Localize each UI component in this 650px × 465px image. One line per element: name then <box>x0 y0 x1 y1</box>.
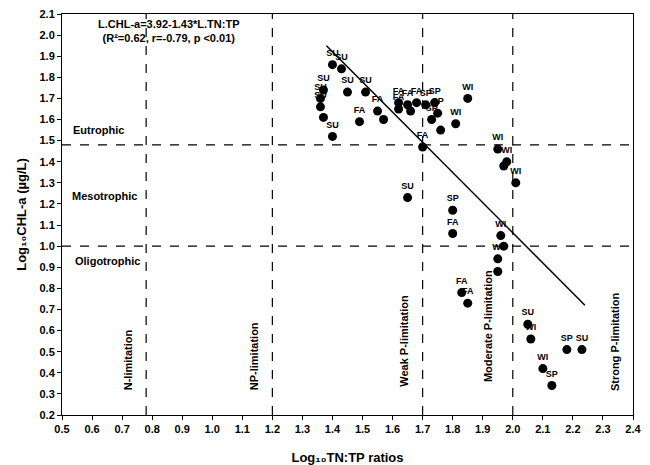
svg-text:2.2: 2.2 <box>565 423 580 435</box>
svg-text:SU: SU <box>341 75 354 85</box>
svg-text:N-limitation: N-limitation <box>122 329 134 390</box>
svg-text:0.7: 0.7 <box>114 423 129 435</box>
svg-text:1.2: 1.2 <box>265 423 280 435</box>
svg-text:1.3: 1.3 <box>295 423 310 435</box>
svg-text:SU: SU <box>314 90 327 100</box>
svg-text:FA: FA <box>417 130 429 140</box>
svg-text:SU: SU <box>317 73 330 83</box>
svg-text:0.8: 0.8 <box>145 423 160 435</box>
svg-text:WI: WI <box>525 322 536 332</box>
svg-text:0.7: 0.7 <box>40 303 55 315</box>
svg-text:1.9: 1.9 <box>475 423 490 435</box>
svg-text:1.8: 1.8 <box>40 71 55 83</box>
svg-text:1.0: 1.0 <box>40 240 55 252</box>
svg-text:1.6: 1.6 <box>385 423 400 435</box>
svg-text:1.4: 1.4 <box>325 423 341 435</box>
svg-text:SU: SU <box>326 48 339 58</box>
svg-text:0.2: 0.2 <box>40 409 55 421</box>
svg-text:1.3: 1.3 <box>40 177 55 189</box>
svg-text:L.CHL-a=3.92-1.43*L.TN:TP(R²=0: L.CHL-a=3.92-1.43*L.TN:TP(R²=0.62, r=-0.… <box>98 18 240 44</box>
svg-text:FA: FA <box>456 276 468 286</box>
svg-text:0.8: 0.8 <box>40 282 55 294</box>
svg-text:Eutrophic: Eutrophic <box>73 124 124 136</box>
svg-text:1.0: 1.0 <box>205 423 220 435</box>
svg-text:WI: WI <box>510 166 521 176</box>
svg-text:1.5: 1.5 <box>355 423 370 435</box>
svg-text:0.5: 0.5 <box>54 423 69 435</box>
svg-text:SP: SP <box>546 369 558 379</box>
svg-text:SP: SP <box>432 96 444 106</box>
svg-text:1.1: 1.1 <box>235 423 250 435</box>
svg-text:SP: SP <box>426 103 438 113</box>
svg-text:SP: SP <box>447 193 459 203</box>
svg-text:1.2: 1.2 <box>40 198 55 210</box>
svg-text:SU: SU <box>314 82 327 92</box>
svg-text:WI: WI <box>537 352 548 362</box>
svg-text:Moderate P-limitation: Moderate P-limitation <box>482 270 494 382</box>
svg-text:FA: FA <box>372 94 384 104</box>
svg-text:1.9: 1.9 <box>40 50 55 62</box>
svg-text:2.0: 2.0 <box>40 29 55 41</box>
svg-text:0.5: 0.5 <box>40 346 55 358</box>
svg-text:1.4: 1.4 <box>40 156 56 168</box>
svg-text:FA: FA <box>393 86 405 96</box>
svg-text:WI: WI <box>450 107 461 117</box>
svg-text:WI: WI <box>462 82 473 92</box>
svg-text:NP-limitation: NP-limitation <box>248 322 260 390</box>
svg-text:Mesotrophic: Mesotrophic <box>72 190 137 202</box>
svg-text:0.9: 0.9 <box>40 261 55 273</box>
svg-text:Oligotrophic: Oligotrophic <box>75 255 140 267</box>
svg-text:SU: SU <box>576 333 589 343</box>
svg-text:FA: FA <box>402 88 414 98</box>
svg-text:SP: SP <box>429 86 441 96</box>
svg-text:SU: SU <box>522 307 535 317</box>
svg-text:WI: WI <box>495 219 506 229</box>
svg-text:SU: SU <box>335 52 348 62</box>
svg-text:1.7: 1.7 <box>415 423 430 435</box>
svg-text:FA: FA <box>393 92 405 102</box>
svg-text:2.3: 2.3 <box>595 423 610 435</box>
svg-text:SP: SP <box>420 88 432 98</box>
svg-text:0.4: 0.4 <box>40 367 56 379</box>
svg-text:Strong P-limitation: Strong P-limitation <box>609 292 621 391</box>
svg-text:2.0: 2.0 <box>505 423 520 435</box>
svg-text:1.5: 1.5 <box>40 134 55 146</box>
svg-text:0.3: 0.3 <box>40 388 55 400</box>
svg-text:FA: FA <box>447 217 459 227</box>
svg-text:FA: FA <box>462 286 474 296</box>
svg-text:2.4: 2.4 <box>625 423 641 435</box>
svg-text:Log₁₀TN:TP ratios: Log₁₀TN:TP ratios <box>291 450 403 465</box>
svg-text:FA: FA <box>411 86 423 96</box>
svg-text:WI: WI <box>492 242 503 252</box>
svg-text:0.9: 0.9 <box>175 423 190 435</box>
svg-text:Log₁₀CHL-a (µg/L): Log₁₀CHL-a (µg/L) <box>14 158 29 271</box>
svg-text:Weak P-limitation: Weak P-limitation <box>398 295 410 387</box>
svg-text:2.1: 2.1 <box>535 423 550 435</box>
svg-text:WI: WI <box>492 132 503 142</box>
svg-text:1.7: 1.7 <box>40 92 55 104</box>
svg-text:0.6: 0.6 <box>84 423 99 435</box>
svg-text:1.8: 1.8 <box>445 423 460 435</box>
svg-text:WI: WI <box>501 145 512 155</box>
svg-text:SP: SP <box>561 333 573 343</box>
svg-text:SU: SU <box>401 181 414 191</box>
svg-text:1.1: 1.1 <box>40 219 55 231</box>
svg-text:0.6: 0.6 <box>40 324 55 336</box>
svg-text:SU: SU <box>326 120 339 130</box>
svg-text:1.6: 1.6 <box>40 113 55 125</box>
svg-text:FA: FA <box>354 105 366 115</box>
svg-text:2.1: 2.1 <box>40 8 55 20</box>
svg-text:SU: SU <box>359 75 372 85</box>
